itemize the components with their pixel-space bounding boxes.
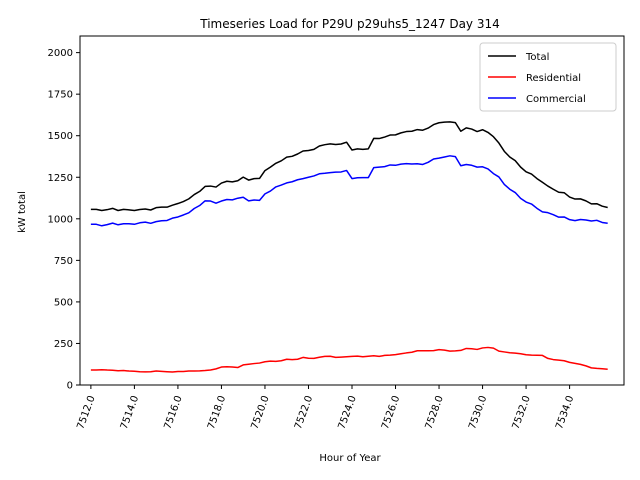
y-tick-label: 0 [67,381,73,392]
legend-label-commercial: Commercial [526,94,586,105]
x-axis-label: Hour of Year [319,453,381,464]
y-tick-label: 1000 [48,214,73,225]
y-tick-label: 750 [54,256,73,267]
y-tick-label: 1500 [48,131,73,142]
legend-box [479,42,617,112]
series-line-residential [90,346,608,373]
y-tick-label: 1250 [48,173,73,184]
y-axis-ticks: 0 250 500 750 1000 1250 1500 1750 2000 [48,48,80,392]
chart-title: Timeseries Load for P29U p29uhs5_1247 Da… [199,17,500,31]
series-layer [90,121,608,373]
y-axis-label: kW total [17,191,28,233]
legend: Total Residential Commercial [479,42,617,112]
y-tick-label: 250 [54,339,73,350]
y-tick-label: 500 [54,297,73,308]
legend-label-residential: Residential [526,73,581,84]
y-tick-label: 1750 [48,90,73,101]
legend-label-total: Total [525,52,549,63]
series-line-commercial [90,155,608,227]
series-line-total [90,121,608,212]
y-tick-label: 2000 [48,48,73,59]
